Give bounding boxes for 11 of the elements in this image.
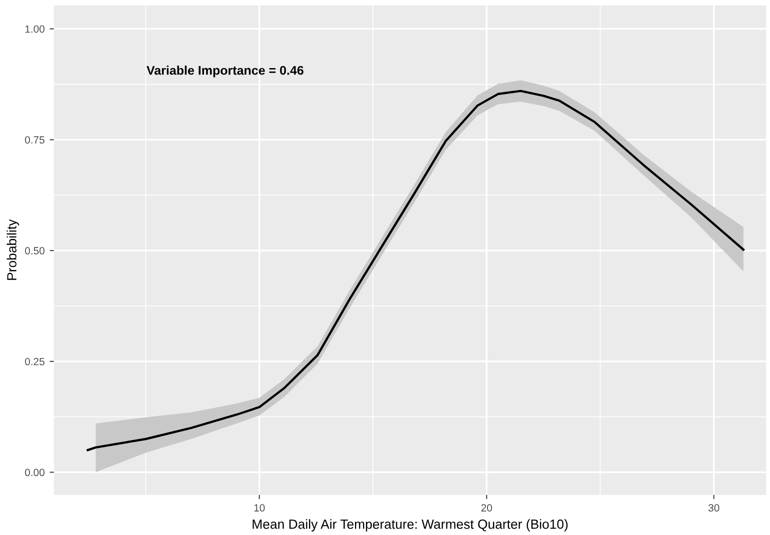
annotation: Variable Importance = 0.46: [146, 66, 304, 78]
y-tick-label: 0.00: [25, 468, 44, 476]
y-tick-label: 1.00: [25, 25, 44, 33]
x-tick-label: 20: [481, 504, 492, 512]
y-tick-label: 0.25: [25, 358, 44, 366]
y-axis-title: Probability: [6, 219, 20, 280]
x-tick-label: 10: [254, 504, 265, 512]
y-tick-label: 0.50: [25, 247, 44, 254]
x-tick-label: 30: [708, 504, 720, 512]
x-axis-title: Mean Daily Air Temperature: Warmest Quarter (Bio10): [252, 519, 568, 532]
y-tick-label: 0.75: [25, 136, 44, 144]
